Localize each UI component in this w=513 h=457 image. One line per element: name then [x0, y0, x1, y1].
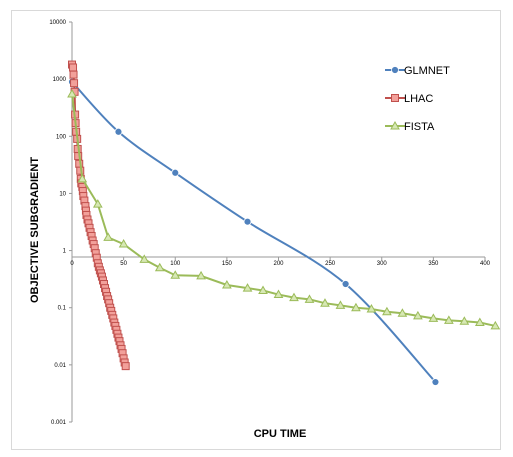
x-tick-label: 50 — [120, 261, 127, 267]
data-point-fista — [170, 270, 181, 279]
y-axis-title: OBJECTIVE SUBGRADIENT — [29, 157, 41, 303]
data-point-fista — [273, 289, 284, 299]
legend-marker-lhac — [391, 94, 399, 102]
data-point-lhac — [121, 362, 130, 371]
data-point-fista — [428, 313, 439, 322]
y-tick-label: 0.01 — [54, 363, 66, 369]
axes — [71, 22, 485, 422]
data-point-fista — [139, 254, 150, 263]
series-line-glmnet — [71, 81, 437, 383]
x-tick-label: 250 — [325, 261, 336, 267]
data-point-glmnet — [341, 280, 350, 288]
legend-item-lhac: LHAC — [385, 93, 433, 105]
data-point-fista — [335, 300, 346, 309]
data-point-fista — [92, 199, 103, 208]
data-point-glmnet — [114, 127, 123, 136]
legend-item-glmnet: GLMNET — [385, 65, 450, 77]
x-tick-label: 200 — [273, 261, 284, 267]
y-tick-label: 10000 — [49, 20, 66, 26]
data-point-fista — [118, 239, 129, 248]
data-point-fista — [77, 173, 88, 183]
x-tick-label: 300 — [377, 261, 388, 267]
data-point-glmnet — [431, 378, 440, 386]
legend-marker-glmnet — [391, 66, 399, 74]
y-tick-label: 100 — [56, 134, 67, 140]
data-point-fista — [413, 310, 423, 320]
data-point-fista — [366, 303, 377, 313]
x-tick-labels: 0 50 100 150 200 250 300 350 400 — [70, 257, 491, 267]
series-fista — [67, 88, 501, 330]
legend-label-glmnet: GLMNET — [404, 65, 450, 77]
data-point-fista — [459, 316, 470, 325]
y-tick-label: 0.001 — [51, 420, 67, 426]
y-tick-label: 1000 — [53, 77, 67, 83]
data-point-fista — [304, 294, 315, 303]
data-point-lhac — [70, 79, 79, 88]
data-point-lhac — [69, 70, 78, 79]
x-tick-label: 150 — [222, 261, 233, 267]
x-tick-label: 0 — [70, 261, 74, 267]
data-point-fista — [258, 285, 268, 295]
legend-marker-fista — [390, 120, 400, 130]
data-point-glmnet — [243, 217, 252, 226]
y-tick-label: 10 — [59, 191, 66, 197]
data-point-fista — [196, 270, 206, 280]
data-point-fista — [474, 317, 485, 327]
data-point-fista — [490, 320, 501, 330]
series-layer — [67, 60, 501, 386]
legend: GLMNET LHAC FISTA — [385, 65, 450, 133]
x-tick-label: 350 — [428, 261, 439, 267]
y-tick-labels: 0.001 0.01 0.1 1 10 100 1000 10000 — [49, 20, 72, 426]
series-lhac — [68, 60, 130, 371]
legend-item-fista: FISTA — [385, 120, 435, 133]
data-point-fista — [289, 292, 299, 302]
x-axis-title: CPU TIME — [254, 428, 307, 440]
data-point-fista — [382, 306, 392, 316]
data-point-glmnet — [171, 168, 180, 177]
x-tick-label: 100 — [170, 261, 181, 267]
data-point-fista — [222, 279, 232, 289]
data-point-fista — [67, 88, 77, 98]
x-tick-label: 400 — [480, 261, 491, 267]
data-point-fista — [103, 232, 113, 241]
data-point-fista — [154, 262, 165, 272]
y-tick-label: 0.1 — [58, 306, 67, 312]
y-tick-label: 1 — [63, 249, 67, 255]
legend-label-fista: FISTA — [404, 121, 435, 133]
data-point-fista — [351, 302, 361, 312]
series-glmnet — [68, 77, 440, 386]
data-point-fista — [320, 298, 330, 307]
data-point-fista — [242, 283, 253, 292]
data-point-fista — [397, 308, 408, 317]
data-point-fista — [444, 315, 454, 324]
data-point-lhac — [69, 63, 78, 72]
legend-label-lhac: LHAC — [404, 93, 433, 105]
